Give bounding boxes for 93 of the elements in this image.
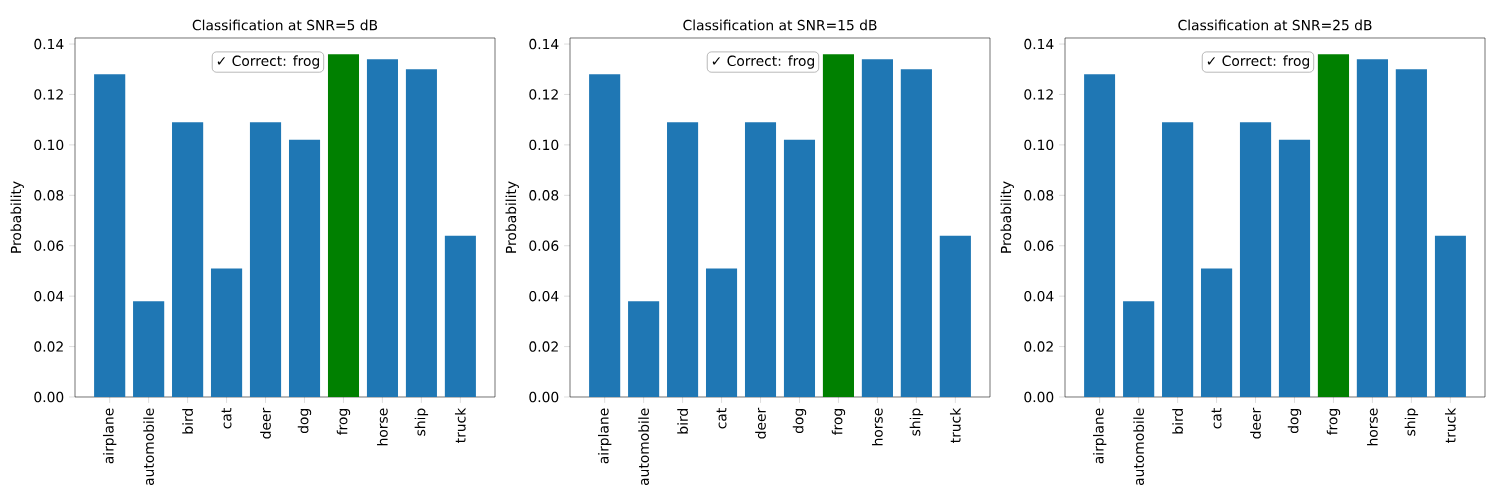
x-tick-label: airplane (597, 408, 612, 464)
bar (444, 235, 476, 397)
x-tick-label: bird (182, 409, 193, 434)
annotation: ✓ Correct: frog (1207, 55, 1309, 69)
bar (210, 268, 243, 397)
bar (861, 59, 893, 397)
x-tick-label: dog (1287, 409, 1302, 434)
y-tick-label: 0.10 (1024, 139, 1054, 151)
bar (783, 139, 816, 397)
x-tick-label: automobile (1133, 408, 1144, 486)
annotation: ✓ Correct: frog (712, 55, 814, 69)
y-tick-label: 0.06 (529, 240, 559, 251)
bar (1162, 122, 1194, 397)
x-tick-label: horse (872, 408, 883, 446)
x-tick-label: deer (1250, 407, 1261, 439)
y-axis-title: Probability (1000, 181, 1014, 253)
x-tick-label: frog (1326, 409, 1341, 435)
x-tick-label: cat (1211, 408, 1222, 429)
y-tick-label: 0.00 (1024, 391, 1054, 403)
bar (1200, 268, 1233, 397)
y-tick-label: 0.04 (529, 290, 559, 302)
y-axis-title: Probability (10, 181, 24, 253)
bar (900, 69, 932, 397)
y-tick-label: 0.08 (34, 190, 64, 201)
bar (1395, 69, 1427, 397)
y-tick-label: 0.02 (1024, 341, 1053, 352)
y-tick-label: 0.04 (34, 290, 64, 302)
bar (1239, 122, 1272, 397)
bar (327, 54, 360, 397)
bar (1356, 59, 1388, 397)
x-tick-label: frog (336, 409, 351, 435)
annotation: ✓ Correct: frog (217, 55, 319, 69)
y-tick-label: 0.10 (34, 139, 64, 151)
bar (667, 122, 699, 397)
bar (744, 122, 777, 397)
y-tick-label: 0.14 (34, 38, 64, 50)
bar (1278, 139, 1311, 397)
x-tick-label: automobile (638, 408, 649, 486)
bar (405, 69, 437, 397)
y-tick-label: 0.00 (34, 391, 64, 403)
x-tick-label: cat (221, 408, 232, 429)
x-tick-label: truck (1444, 407, 1456, 443)
x-tick-label: cat (716, 408, 727, 429)
x-tick-label: airplane (1092, 408, 1107, 464)
bar (172, 122, 204, 397)
bar (1317, 54, 1350, 397)
x-tick-label: bird (1172, 409, 1183, 434)
y-tick-label: 0.12 (34, 89, 63, 100)
x-tick-label: truck (454, 407, 466, 443)
y-tick-label: 0.14 (529, 38, 559, 50)
y-tick-label: 0.14 (1024, 38, 1054, 50)
x-tick-label: deer (260, 407, 271, 439)
bar (288, 139, 321, 397)
bar (1084, 74, 1116, 397)
y-tick-label: 0.04 (1024, 290, 1054, 302)
y-tick-label: 0.10 (529, 139, 559, 151)
y-tick-label: 0.02 (529, 341, 558, 352)
bar (94, 74, 126, 397)
bar (366, 59, 398, 397)
chart-title: Classification at SNR=25 dB (1178, 19, 1372, 31)
x-tick-label: ship (414, 408, 429, 436)
y-tick-label: 0.06 (34, 240, 64, 251)
chart-title: Classification at SNR=5 dB (192, 19, 378, 31)
bar (249, 122, 282, 397)
x-tick-label: automobile (143, 408, 154, 486)
x-tick-label: bird (677, 409, 688, 434)
y-axis-title: Probability (505, 181, 519, 253)
y-tick-label: 0.12 (529, 89, 558, 100)
bar (628, 301, 660, 397)
x-tick-label: horse (1367, 408, 1378, 446)
y-tick-label: 0.08 (1024, 190, 1054, 201)
x-tick-label: truck (949, 407, 961, 443)
bar (133, 301, 165, 397)
bar (822, 54, 855, 397)
x-tick-label: dog (297, 409, 312, 434)
y-tick-label: 0.06 (1024, 240, 1054, 251)
y-tick-label: 0.02 (34, 341, 63, 352)
y-tick-label: 0.00 (529, 391, 559, 403)
y-tick-label: 0.12 (1024, 89, 1053, 100)
bar (705, 268, 738, 397)
x-tick-label: horse (377, 408, 388, 446)
chart-title: Classification at SNR=15 dB (683, 19, 877, 31)
x-tick-label: ship (1404, 408, 1419, 436)
x-tick-label: frog (831, 409, 846, 435)
bar (1434, 235, 1466, 397)
x-tick-label: airplane (102, 408, 117, 464)
x-tick-label: deer (755, 407, 766, 439)
x-tick-label: ship (909, 408, 924, 436)
y-tick-label: 0.08 (529, 190, 559, 201)
bar (1123, 301, 1155, 397)
bar (939, 235, 971, 397)
bar (589, 74, 621, 397)
x-tick-label: dog (792, 409, 807, 434)
